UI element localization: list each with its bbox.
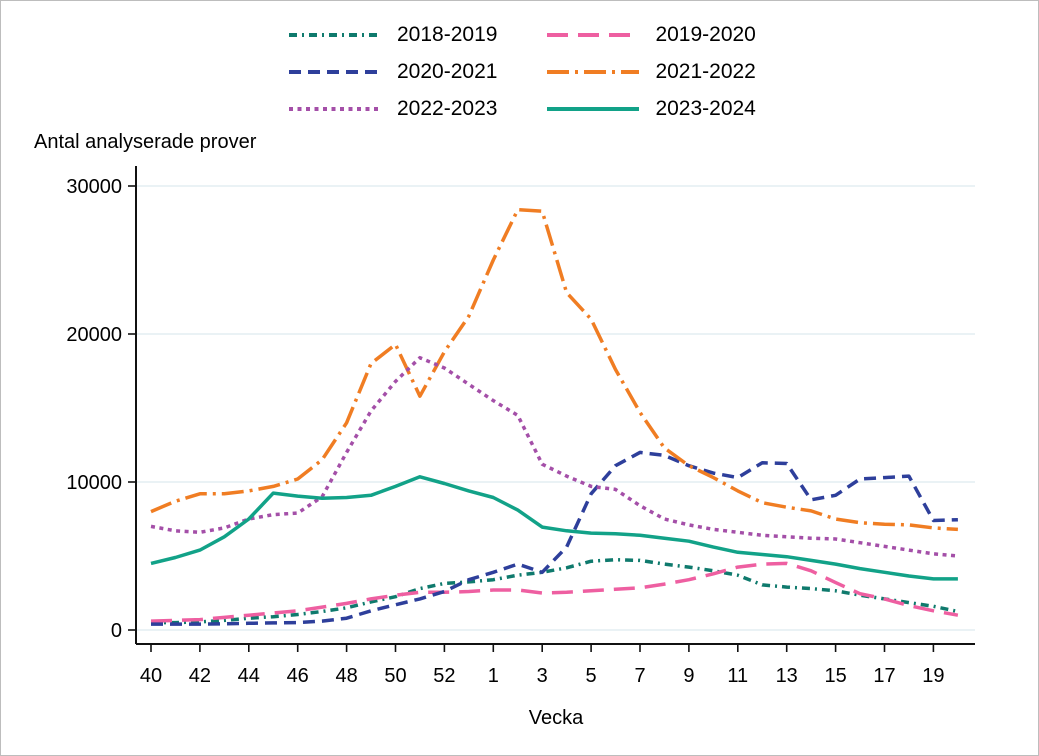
- y-tick-label: 30000: [66, 176, 122, 198]
- x-tick-label: 50: [384, 665, 406, 687]
- legend-item-label: 2023-2024: [655, 97, 756, 120]
- legend-line-sample-dash-dot: [289, 32, 381, 37]
- x-tick-label: 15: [824, 665, 846, 687]
- legend-item-2021-2022: 2021-2022: [547, 59, 756, 84]
- legend-item-2022-2023: 2022-2023: [289, 96, 497, 121]
- legend-item-label: 2022-2023: [397, 97, 498, 120]
- legend-item-label: 2021-2022: [655, 60, 756, 83]
- x-tick-label: 13: [776, 665, 798, 687]
- series-line-2022-2023: [150, 355, 959, 558]
- series-line-2020-2021: [151, 450, 958, 626]
- legend-item-label: 2019-2020: [655, 23, 756, 46]
- legend-line-sample-long-dash: [547, 32, 640, 37]
- legend-line-sample-long-dash-dot: [547, 69, 640, 74]
- series-line-2018-2019: [151, 557, 959, 625]
- legend-item-2023-2024: 2023-2024: [547, 96, 756, 121]
- x-tick-label: 44: [238, 665, 260, 687]
- x-tick-label: 9: [683, 665, 694, 687]
- series-line-2023-2024: [150, 475, 958, 581]
- x-tick-label: 1: [488, 665, 499, 687]
- x-tick-label: 42: [189, 665, 211, 687]
- x-tick-label: 3: [537, 665, 548, 687]
- legend-line-sample-solid: [547, 106, 640, 111]
- x-tick-label: 46: [287, 665, 309, 687]
- legend-item-2018-2019: 2018-2019: [289, 22, 497, 47]
- legend: 2018-2019 2019-2020 2020-2021 2021-2022 2022…: [289, 22, 756, 121]
- y-tick-label: 10000: [66, 472, 122, 494]
- x-tick-label: 19: [922, 665, 944, 687]
- chart-title: Antal analyserade prover: [34, 131, 257, 153]
- legend-item-label: 2018-2019: [397, 23, 498, 46]
- x-tick-label: 5: [586, 665, 597, 687]
- legend-line-sample-dash: [289, 69, 381, 74]
- x-tick-label: 48: [335, 665, 357, 687]
- x-tick-label: 17: [873, 665, 895, 687]
- x-tick-label: 52: [433, 665, 455, 687]
- y-tick-label: 20000: [66, 324, 122, 346]
- legend-item-2020-2021: 2020-2021: [289, 59, 497, 84]
- series-line-2019-2020: [150, 561, 959, 623]
- x-tick-label: 7: [634, 665, 645, 687]
- x-tick-label: 11: [727, 665, 748, 687]
- x-axis-label: Vecka: [528, 707, 584, 729]
- legend-line-sample-dot: [289, 106, 381, 111]
- legend-item-2019-2020: 2019-2020: [547, 22, 756, 47]
- x-tick-label: 40: [140, 665, 162, 687]
- y-tick-label: 0: [111, 620, 122, 642]
- series-line-2021-2022: [150, 207, 959, 532]
- legend-item-label: 2020-2021: [397, 60, 498, 83]
